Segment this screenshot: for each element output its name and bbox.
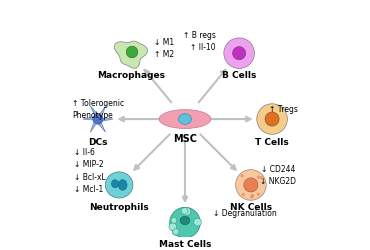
Ellipse shape: [257, 175, 260, 179]
Text: ↓ Il-6
↓ MIP-2
↓ Bcl-xL
↓ Mcl-1: ↓ Il-6 ↓ MIP-2 ↓ Bcl-xL ↓ Mcl-1: [74, 148, 106, 194]
Text: ↓ Degranulation: ↓ Degranulation: [213, 209, 277, 218]
Ellipse shape: [257, 192, 260, 196]
Ellipse shape: [170, 207, 200, 238]
Ellipse shape: [240, 174, 244, 178]
Text: ↓ M1
↑ M2: ↓ M1 ↑ M2: [154, 38, 175, 59]
Text: ↑ Tolerogenic
Phenotype: ↑ Tolerogenic Phenotype: [72, 99, 124, 120]
Ellipse shape: [169, 223, 176, 231]
Text: Neutrophils: Neutrophils: [89, 202, 149, 211]
Text: ↓ CD244
↓ NKG2D: ↓ CD244 ↓ NKG2D: [260, 165, 296, 186]
Polygon shape: [83, 106, 113, 132]
Polygon shape: [114, 41, 148, 68]
Ellipse shape: [105, 172, 133, 198]
Text: T Cells: T Cells: [255, 138, 289, 147]
Ellipse shape: [171, 218, 177, 223]
Text: B Cells: B Cells: [222, 71, 256, 80]
Text: Mast Cells: Mast Cells: [159, 240, 211, 249]
Ellipse shape: [257, 104, 287, 134]
Ellipse shape: [260, 176, 263, 180]
Ellipse shape: [118, 180, 127, 190]
Text: Macrophages: Macrophages: [97, 71, 165, 80]
Ellipse shape: [93, 114, 103, 124]
Ellipse shape: [179, 114, 191, 124]
Ellipse shape: [232, 46, 246, 60]
Text: NK Cells: NK Cells: [230, 202, 272, 211]
Ellipse shape: [111, 180, 118, 188]
Ellipse shape: [126, 46, 138, 58]
Ellipse shape: [265, 112, 279, 126]
Ellipse shape: [159, 110, 211, 128]
Ellipse shape: [236, 170, 266, 200]
Ellipse shape: [242, 193, 245, 196]
Text: ↑ B regs
↑ Il-10: ↑ B regs ↑ Il-10: [183, 31, 216, 52]
Ellipse shape: [251, 194, 254, 198]
Ellipse shape: [180, 216, 190, 225]
Ellipse shape: [194, 218, 201, 226]
Ellipse shape: [244, 178, 258, 192]
Text: ↑ Tregs: ↑ Tregs: [269, 105, 298, 114]
Text: MSC: MSC: [173, 134, 197, 144]
Ellipse shape: [181, 208, 188, 214]
Text: DCs: DCs: [88, 138, 108, 147]
Ellipse shape: [173, 229, 178, 234]
Ellipse shape: [183, 208, 191, 216]
Ellipse shape: [224, 38, 255, 68]
Ellipse shape: [172, 228, 180, 235]
Ellipse shape: [250, 195, 253, 199]
